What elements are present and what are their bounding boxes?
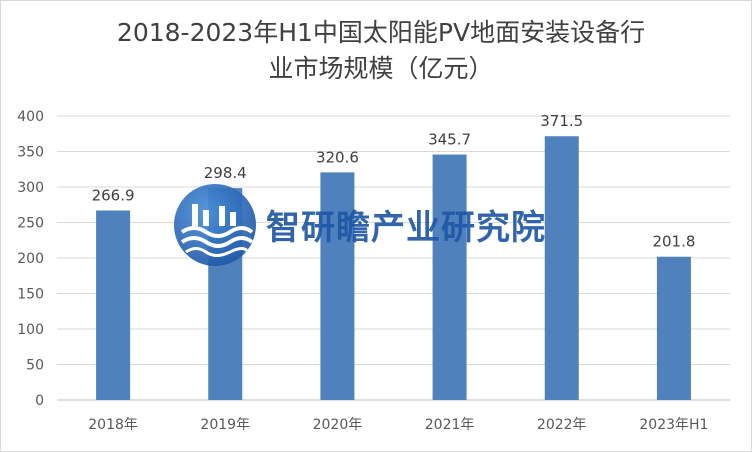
data-label: 201.8: [652, 233, 695, 251]
data-label: 266.9: [92, 187, 135, 205]
bar: [96, 210, 131, 400]
watermark-text: 智研瞻产业研究院: [266, 208, 546, 248]
x-tick-label: 2019年: [200, 417, 250, 433]
x-tick-label: 2023年H1: [639, 417, 708, 433]
wave-logo-icon: [174, 184, 256, 266]
y-tick-label: 100: [17, 322, 44, 338]
y-tick-label: 150: [17, 287, 44, 303]
chart-title-line-2: 业市场规模（亿元）: [268, 54, 494, 83]
x-tick-label: 2018年: [88, 417, 138, 433]
bar: [656, 256, 691, 400]
y-tick-label: 300: [17, 180, 44, 196]
chart-title: 2018-2023年H1中国太阳能PV地面安装设备行 业市场规模（亿元）: [61, 15, 701, 87]
data-label: 345.7: [428, 131, 471, 149]
data-label: 371.5: [540, 112, 583, 130]
bar: [320, 172, 355, 400]
data-label: 320.6: [316, 148, 359, 166]
x-tick-label: 2020年: [313, 417, 363, 433]
x-tick-label: 2021年: [425, 417, 475, 433]
data-label: 298.4: [204, 164, 247, 182]
x-tick-label: 2022年: [537, 417, 587, 433]
y-tick-label: 0: [35, 393, 44, 409]
y-tick-label: 50: [26, 358, 44, 374]
watermark: 智研瞻产业研究院: [172, 182, 592, 268]
y-tick-label: 250: [17, 216, 44, 232]
y-tick-label: 400: [17, 109, 44, 125]
chart-title-line-1: 2018-2023年H1中国太阳能PV地面安装设备行: [116, 18, 646, 47]
y-tick-label: 200: [17, 251, 44, 267]
bar: [544, 136, 579, 401]
bar: [432, 154, 467, 400]
y-tick-label: 350: [17, 145, 44, 161]
